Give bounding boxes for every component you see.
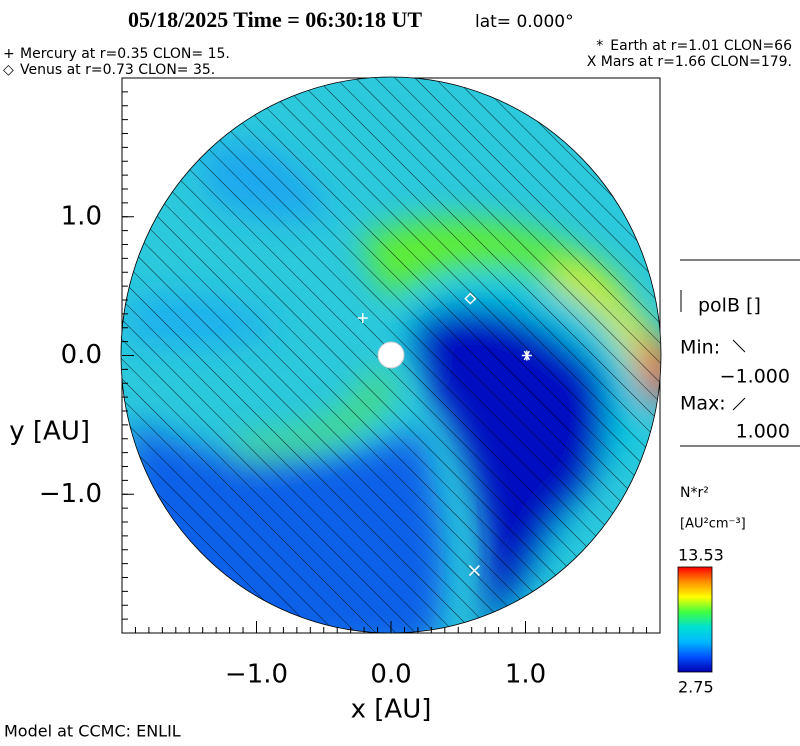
colorbar-min: 2.75	[678, 678, 714, 697]
polarity-max-label: Max:	[680, 393, 726, 415]
planet-marker	[464, 292, 477, 305]
y-tick-label: −1.0	[39, 479, 102, 509]
x-tick-label: −1.0	[225, 660, 288, 690]
colorbar-max: 13.53	[678, 546, 724, 565]
x-tick-label: 0.0	[370, 660, 411, 690]
density-map	[121, 77, 661, 633]
chart-title: 05/18/2025 Time = 06:30:18 UT	[128, 7, 422, 32]
legend-symbol: X	[587, 54, 597, 70]
hatch-sample	[732, 397, 746, 411]
planet-marker	[357, 313, 368, 324]
legend-label: Mars at r=1.66 CLON=179.	[601, 54, 792, 70]
subtitle: lat= 0.000°	[475, 12, 574, 32]
colorbar	[677, 566, 713, 673]
polarity-min: −1.000	[720, 366, 790, 388]
legend-label: Earth at r=1.01 CLON=66	[610, 38, 792, 54]
colorbar-label: N*r²	[680, 485, 709, 501]
legend-symbol: ◇	[3, 62, 14, 78]
hatch-sample	[732, 339, 746, 353]
polarity-label: polB []	[698, 295, 761, 317]
planet-marker	[468, 565, 480, 577]
x-tick-label: 1.0	[505, 660, 546, 690]
colorbar-units: [AU²cm⁻³]	[680, 517, 746, 532]
y-tick-label: 1.0	[61, 201, 102, 231]
legend-symbol: +	[3, 46, 15, 62]
marker-stroke	[464, 292, 477, 305]
legend-symbol: *	[596, 38, 603, 54]
x-axis-label: x [AU]	[351, 695, 432, 725]
y-axis-label: y [AU]	[9, 417, 90, 447]
footer: Model at CCMC: ENLIL	[4, 722, 181, 741]
polarity-min-label: Min:	[680, 337, 720, 359]
marker-stroke	[468, 565, 480, 577]
polarity-max: 1.000	[736, 421, 790, 443]
planet-marker	[521, 350, 532, 361]
legend: + Mercury at r=0.35 CLON= 15. ◇ Venus at r=…	[3, 38, 792, 78]
legend-label: Venus at r=0.73 CLON= 35.	[20, 62, 215, 78]
legend-label: Mercury at r=0.35 CLON= 15.	[20, 46, 230, 62]
y-tick-label: 0.0	[61, 340, 102, 370]
sun	[377, 341, 405, 369]
